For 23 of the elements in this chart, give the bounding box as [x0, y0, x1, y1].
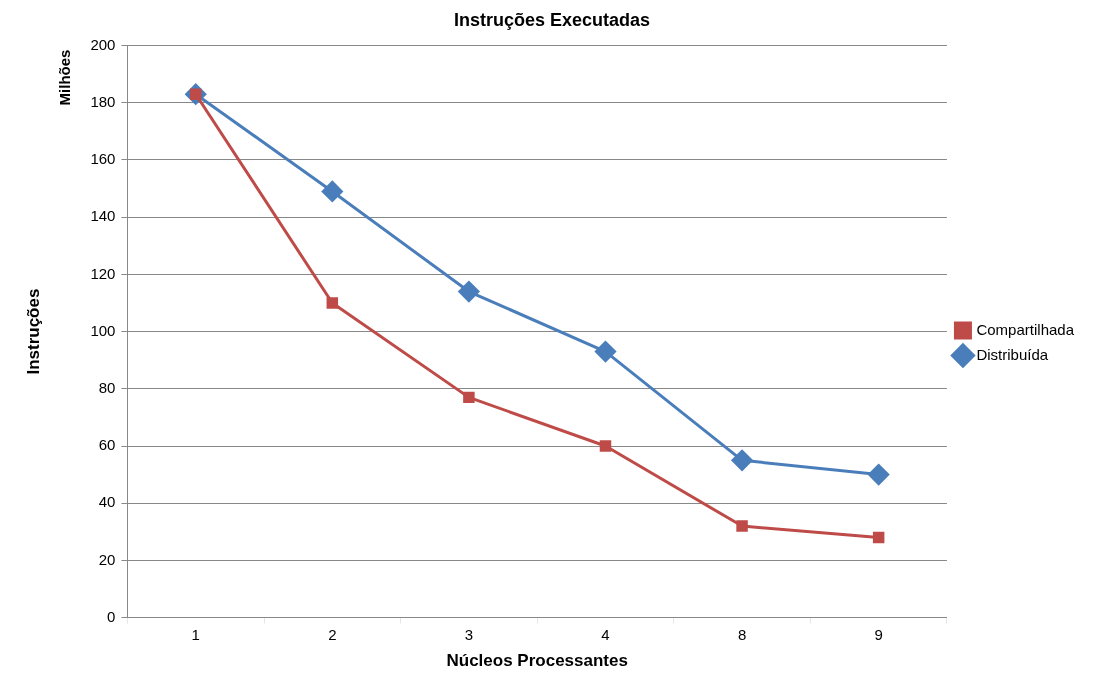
y-tick-label: 100 — [90, 321, 116, 339]
x-tick-label: 1 — [191, 625, 200, 643]
y-tick-label: 180 — [90, 92, 116, 110]
x-axis-title: Núcleos Processantes — [446, 651, 628, 671]
y-tick-label: 160 — [90, 150, 116, 168]
y-axis-title: Instruções — [23, 288, 43, 375]
x-tick-label: 3 — [464, 625, 474, 643]
y-tick-label: 0 — [107, 607, 116, 625]
y-tick-label: 40 — [98, 493, 116, 511]
y-tick-label: 60 — [98, 436, 116, 454]
legend-label: Compartilhada — [976, 320, 1075, 338]
y-tick-label: 140 — [90, 207, 116, 225]
chart-title: Instruções Executadas — [453, 9, 651, 30]
x-tick-label: 4 — [601, 625, 610, 643]
y-tick-label: 20 — [98, 550, 116, 568]
text: Milhões — [55, 49, 73, 106]
y-tick-label: 120 — [90, 264, 116, 282]
x-tick-label: 8 — [737, 625, 747, 643]
x-tick-label: 9 — [874, 625, 883, 643]
y-tick-label: 80 — [98, 378, 116, 396]
y-tick-label: 200 — [90, 35, 116, 53]
x-tick-label: 2 — [328, 625, 337, 643]
legend-label: Distribuída — [976, 345, 1049, 363]
